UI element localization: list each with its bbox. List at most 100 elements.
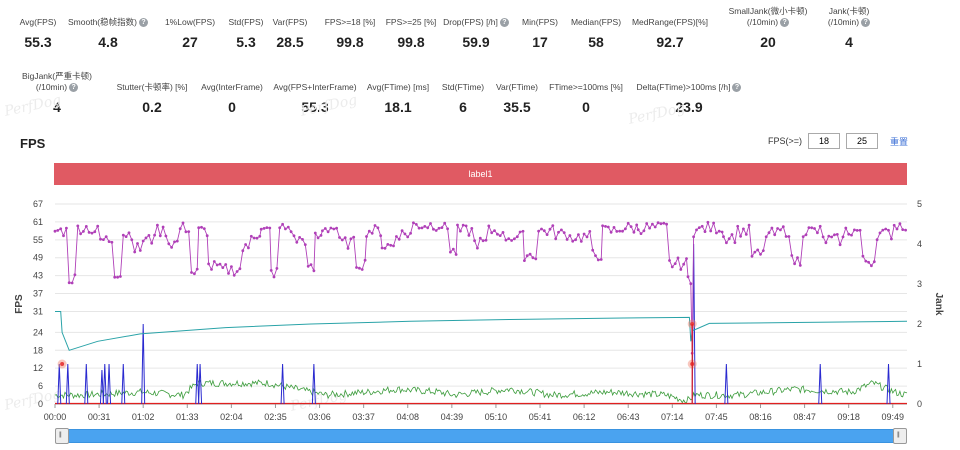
help-icon[interactable]: ? <box>499 18 509 28</box>
metric-value: 17 <box>532 34 548 50</box>
metric-value: 99.8 <box>336 34 364 50</box>
fps-point <box>798 264 802 267</box>
fps-point <box>406 235 410 239</box>
fps-point <box>639 232 643 235</box>
metric-value: 5.3 <box>236 34 256 50</box>
fps-point <box>779 228 782 232</box>
fps-point <box>400 229 404 233</box>
fps-point <box>200 225 203 229</box>
fps-point <box>281 222 284 226</box>
fps-point <box>478 236 482 240</box>
fps-point <box>612 226 616 229</box>
reset-button[interactable]: 重置 <box>889 136 908 147</box>
metric-stutter: Stutter(卡顿率) [%] 0.2 <box>82 82 222 115</box>
fps-point <box>542 229 546 233</box>
fps-point <box>736 224 740 228</box>
fps-point <box>810 226 814 230</box>
fps-point <box>295 240 299 244</box>
fps-point <box>895 227 899 231</box>
help-icon[interactable]: ? <box>861 18 871 28</box>
fps-point <box>298 236 301 239</box>
fps-point <box>730 233 734 236</box>
fps-point <box>360 268 364 271</box>
jank-spike <box>107 363 112 405</box>
fps-point <box>709 229 713 233</box>
fps-point <box>668 259 671 262</box>
fps-point <box>181 221 185 225</box>
fps-point <box>781 225 785 229</box>
fps-point <box>692 235 695 239</box>
fps-point <box>615 230 619 233</box>
fps-point <box>292 234 296 238</box>
fps-point <box>218 262 222 266</box>
help-icon[interactable]: ? <box>732 83 742 93</box>
fps-point <box>813 227 816 230</box>
fps-point <box>818 224 822 228</box>
fps-point <box>383 246 387 250</box>
fps-point <box>844 226 848 230</box>
fps-point <box>335 226 338 230</box>
fps-point <box>484 238 488 242</box>
fps-point <box>76 224 80 228</box>
metric-label: Avg(FPS+InterFrame) <box>273 82 357 92</box>
fps-point <box>467 234 471 237</box>
metric-fps-18: FPS>=18 [%] 99.8 <box>280 17 420 50</box>
fps-point <box>62 234 65 238</box>
fps-point <box>244 243 248 246</box>
fps-point <box>887 228 890 232</box>
fps-point <box>124 235 128 238</box>
fps-point <box>676 256 680 260</box>
fps-point <box>487 224 491 228</box>
slider-handle-left[interactable] <box>55 428 69 444</box>
metric-smalljank: SmallJank(微小卡顿) (/10min)? 20 <box>698 6 838 50</box>
fps-point <box>824 241 828 245</box>
help-icon[interactable]: ? <box>780 18 790 28</box>
metric-value: 92.7 <box>656 34 684 50</box>
metric-label: Median(FPS) <box>570 17 622 27</box>
help-icon[interactable]: ? <box>69 83 79 93</box>
fps-point <box>429 222 432 225</box>
jank-spike <box>57 363 62 405</box>
fps-point <box>262 227 266 230</box>
fps-point <box>715 231 718 235</box>
time-range-slider[interactable] <box>55 429 907 443</box>
metric-std-fps: Std(FPS) 5.3 <box>176 17 316 50</box>
x-tick-label: 02:04 <box>220 412 243 422</box>
fps-point <box>528 252 532 256</box>
help-icon[interactable]: ? <box>138 18 148 28</box>
metric-label: Delta(FTime)>100ms [/h] <box>636 82 731 92</box>
fps-threshold-controls: FPS(>=) 重置 <box>768 133 908 149</box>
fps-point <box>773 233 777 237</box>
x-tick-label: 02:35 <box>264 412 287 422</box>
fps-point <box>759 252 762 256</box>
fps-point <box>161 225 165 229</box>
fps-point <box>104 235 108 239</box>
jank-spike <box>141 323 146 405</box>
fps-point <box>545 233 549 236</box>
slider-handle-right[interactable] <box>893 428 907 444</box>
threshold-input-2[interactable] <box>845 133 878 149</box>
fps-point <box>252 236 256 240</box>
fps-point <box>190 271 193 274</box>
metric-label: Stutter(卡顿率) [%] <box>116 82 188 92</box>
threshold-input-1[interactable] <box>807 133 840 149</box>
y2-tick-label: 5 <box>917 199 922 209</box>
fps-line <box>54 220 906 354</box>
fps-point <box>554 237 558 241</box>
fps-point <box>804 233 808 237</box>
x-tick-label: 03:37 <box>352 412 375 422</box>
x-tick-label: 09:49 <box>882 412 905 422</box>
fps-point <box>685 257 688 260</box>
label-band[interactable]: label1 <box>54 163 907 185</box>
fps-point <box>833 233 836 237</box>
fps-point <box>173 240 176 244</box>
metric-label: BigJank(严重卡顿) <box>22 71 92 81</box>
metric-bigjank: BigJank(严重卡顿) (/10min)? 4 <box>0 71 127 115</box>
fps-point <box>847 232 851 236</box>
fps-point <box>395 235 398 238</box>
metric-label: Avg(FTime) [ms] <box>366 82 430 92</box>
fps-point <box>525 254 529 258</box>
metric-label: Smooth(稳帧指数) <box>68 17 137 27</box>
fps-point <box>739 234 742 238</box>
